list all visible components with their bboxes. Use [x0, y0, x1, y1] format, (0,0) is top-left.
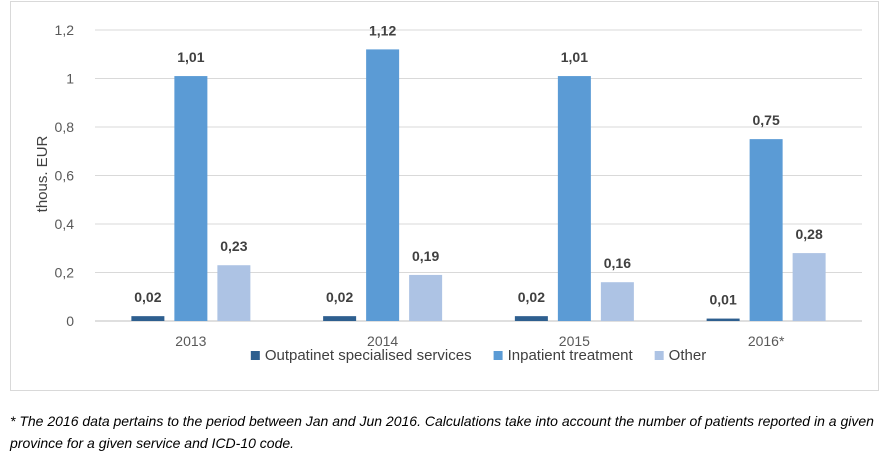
- legend-label: Other: [669, 347, 707, 364]
- legend-label: Inpatient treatment: [508, 347, 634, 364]
- bar: [131, 316, 165, 321]
- footnote: * The 2016 data pertains to the period b…: [10, 413, 874, 451]
- data-label: 0,75: [753, 112, 780, 128]
- data-label: 0,23: [220, 238, 247, 254]
- x-tick-labels: 2013 2014 2015 2016*: [175, 333, 785, 349]
- legend-swatch: [654, 351, 664, 360]
- x-tick-label: 2016*: [748, 333, 785, 349]
- x-tick-label: 2014: [367, 333, 398, 349]
- y-tick-label: 1,2: [55, 22, 75, 38]
- bar: [749, 139, 783, 321]
- data-label: 0,28: [796, 226, 823, 242]
- bar-chart: 00,20,40,60,811,2 0,021,010,230,021,120,…: [34, 22, 862, 364]
- data-label: 1,01: [561, 49, 588, 65]
- y-tick-label: 1: [66, 71, 74, 87]
- x-tick-label: 2013: [175, 333, 206, 349]
- data-label: 0,19: [412, 248, 439, 264]
- data-label: 0,01: [710, 292, 737, 308]
- data-label: 0,16: [604, 255, 631, 271]
- y-axis-title: thous. EUR: [34, 135, 51, 212]
- bars: [131, 49, 826, 322]
- data-labels: 0,02 1,01 0,23 0,02 1,12 0,19 0,02 1,01 0,16 0,01…: [134, 22, 823, 307]
- legend-swatch: [493, 351, 503, 360]
- bar: [706, 318, 740, 321]
- bar: [409, 274, 443, 321]
- legend: Outpatinet specialised services Inpatient…: [250, 347, 707, 364]
- data-label: 0,02: [134, 289, 161, 305]
- legend-label: Outpatinet specialised services: [265, 347, 472, 364]
- bar: [217, 265, 251, 321]
- bar: [514, 316, 548, 321]
- bar: [600, 282, 634, 321]
- data-label: 1,01: [177, 49, 204, 65]
- data-label: 1,12: [369, 22, 396, 38]
- gridlines: [95, 29, 862, 322]
- y-tick-label: 0,4: [55, 216, 75, 232]
- bar: [323, 316, 357, 321]
- bar: [174, 76, 208, 321]
- bar: [366, 49, 400, 322]
- y-tick-labels: 0 0,2 0,4 0,6 0,8 1 1,2: [55, 22, 75, 329]
- legend-swatch: [250, 351, 260, 360]
- y-tick-label: 0: [66, 313, 74, 329]
- chart-frame: 0 0,2 0,4 0,6 0,8 1 1,2 0,02 1,01 0,23 0,02 1,12 0,…: [10, 1, 879, 391]
- data-label: 0,02: [518, 289, 545, 305]
- bar: [557, 76, 591, 321]
- y-tick-label: 0,6: [55, 168, 75, 184]
- y-tick-label: 0,8: [55, 119, 75, 135]
- x-tick-label: 2015: [559, 333, 590, 349]
- bar: [792, 253, 826, 321]
- y-tick-label: 0,2: [55, 265, 75, 281]
- data-label: 0,02: [326, 289, 353, 305]
